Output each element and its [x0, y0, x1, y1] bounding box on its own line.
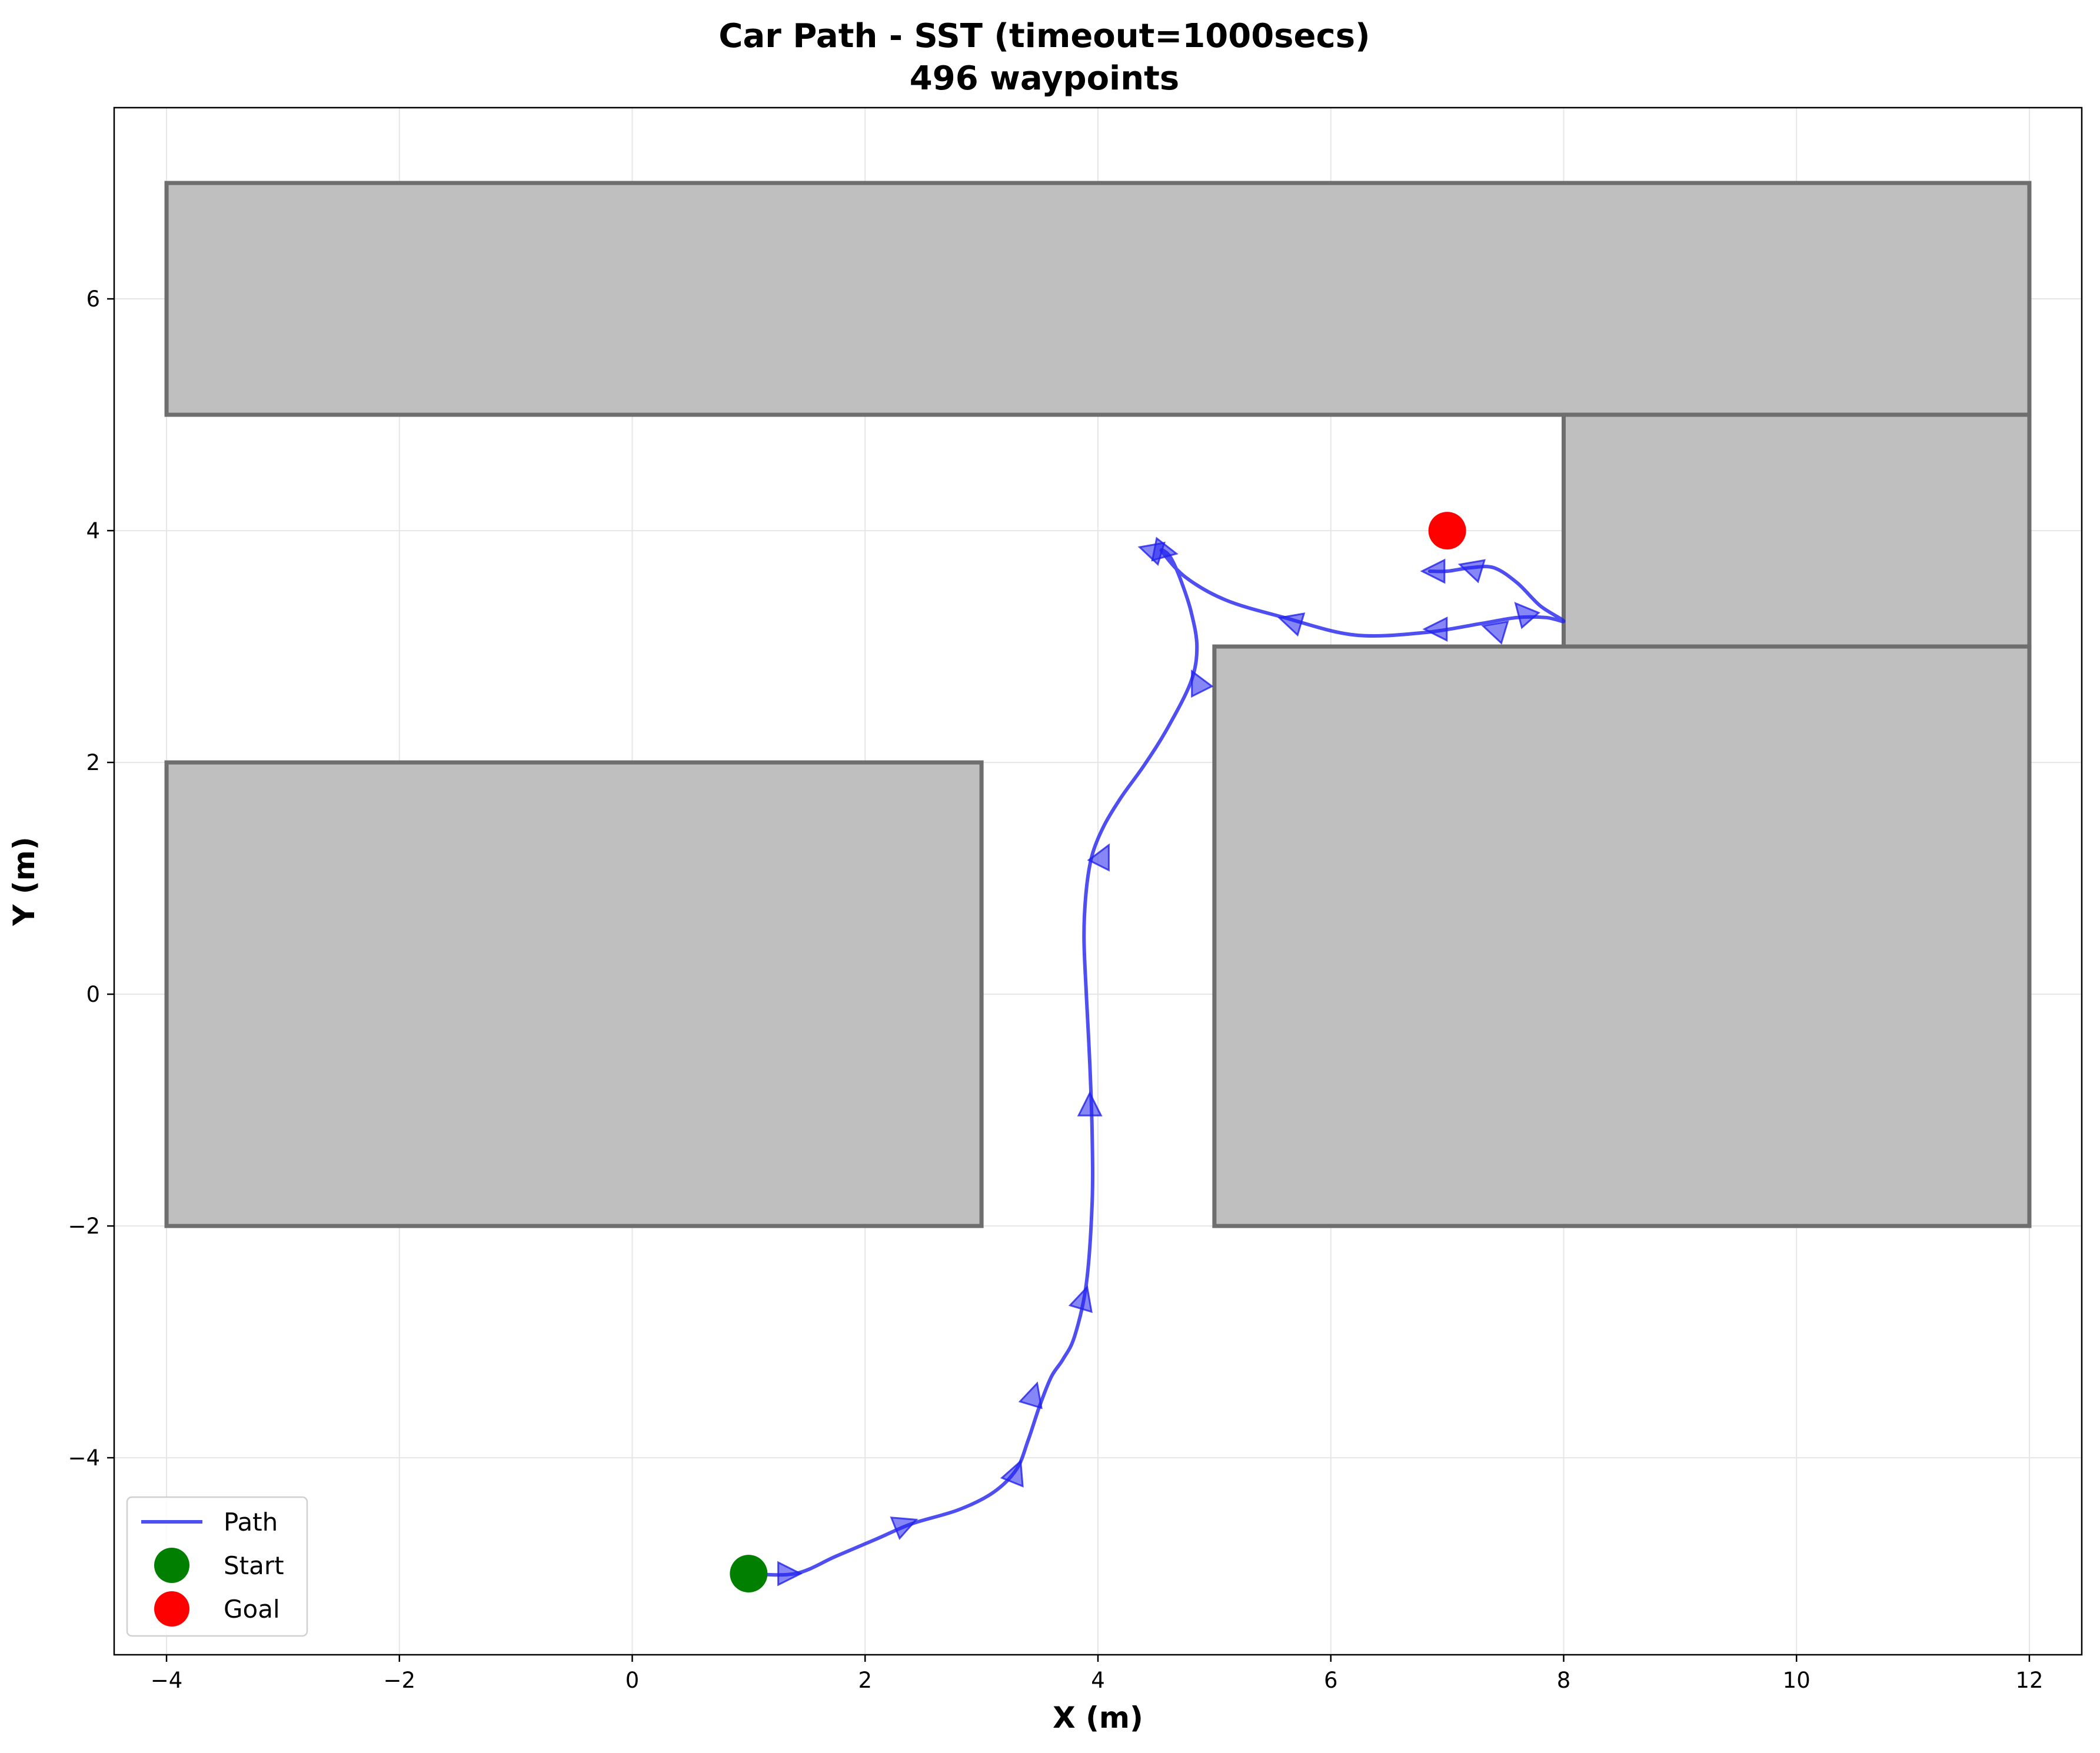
heading-arrow	[1077, 1091, 1103, 1117]
x-tick-label: 0	[625, 1668, 640, 1693]
heading-arrow	[1422, 616, 1448, 642]
y-tick-label: 6	[86, 286, 100, 312]
heading-arrow	[777, 1561, 803, 1587]
legend-goal-label: Goal	[224, 1595, 280, 1624]
obstacle	[164, 181, 2032, 417]
heading-arrow	[1420, 558, 1446, 584]
chart-title: Car Path - SST (timeout=1000secs)	[718, 17, 1370, 55]
heading-arrow	[1277, 612, 1306, 637]
x-tick-label: 6	[1324, 1668, 1338, 1693]
heading-arrow	[1151, 536, 1179, 562]
heading-arrow	[1000, 1459, 1024, 1488]
heading-arrow	[1191, 669, 1214, 698]
heading-arrow	[1087, 843, 1110, 872]
y-tick-label: −2	[68, 1214, 100, 1239]
heading-arrow	[1068, 1285, 1093, 1314]
obstacle	[164, 760, 984, 1228]
series-layer	[730, 512, 1566, 1593]
goal-marker	[1428, 512, 1466, 550]
y-tick-label: 2	[86, 750, 100, 775]
y-axis-label: Y (m)	[7, 836, 41, 926]
heading-arrow	[1457, 559, 1486, 584]
heading-arrow	[890, 1517, 918, 1540]
x-axis-label: X (m)	[1053, 1701, 1143, 1735]
chart-subtitle: 496 waypoints	[910, 59, 1179, 98]
x-tick-label: −2	[384, 1668, 416, 1693]
heading-arrow	[1514, 602, 1540, 629]
x-tick-label: −4	[151, 1668, 183, 1693]
x-tick-label: 4	[1091, 1668, 1105, 1693]
y-tick-label: 4	[86, 518, 100, 544]
heading-arrow	[1481, 620, 1509, 645]
x-tick-label: 8	[1557, 1668, 1571, 1693]
legend-start-swatch	[154, 1548, 189, 1583]
y-tick-label: 0	[86, 982, 100, 1007]
legend: Path Start Goal	[126, 1496, 308, 1637]
ticks: −4 −2 0 2 4 6 8 10 12 −4 −2 0 2 4 6	[68, 286, 2043, 1693]
x-tick-label: 12	[2015, 1668, 2043, 1693]
start-marker	[730, 1555, 768, 1593]
legend-path-label: Path	[224, 1508, 278, 1537]
obstacle	[1212, 644, 2032, 1228]
plot-area: −4 −2 0 2 4 6 8 10 12 −4 −2 0 2 4 6	[68, 106, 2083, 1693]
y-tick-label: −4	[68, 1445, 100, 1471]
obstacle	[1561, 412, 2032, 649]
x-tick-label: 2	[858, 1668, 872, 1693]
obstacles	[164, 181, 2032, 1228]
legend-goal-swatch	[154, 1591, 189, 1627]
heading-arrow	[1018, 1381, 1043, 1409]
x-tick-label: 10	[1783, 1668, 1811, 1693]
path-line	[747, 548, 1566, 1577]
legend-start-label: Start	[224, 1551, 284, 1580]
